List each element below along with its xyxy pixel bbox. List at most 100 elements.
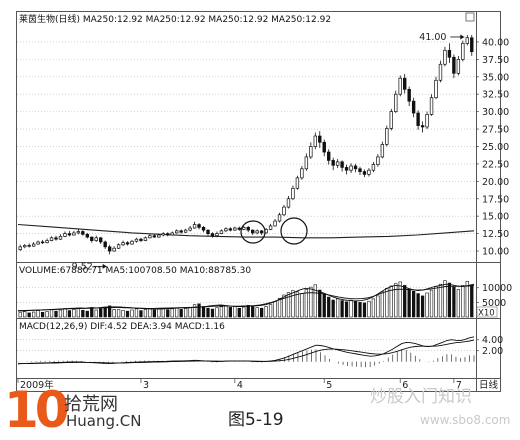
volume-bar bbox=[152, 309, 156, 318]
candle bbox=[94, 237, 98, 241]
volume-bar bbox=[103, 306, 107, 318]
candle bbox=[130, 240, 134, 245]
candle bbox=[72, 232, 76, 236]
volume-bar bbox=[420, 295, 425, 318]
candle bbox=[246, 226, 250, 231]
volume-bar bbox=[242, 306, 246, 318]
candle bbox=[76, 231, 81, 234]
volume-bar bbox=[336, 298, 340, 318]
candle bbox=[63, 233, 67, 237]
volume-bar bbox=[371, 298, 376, 318]
y-tick-label: 27.50 bbox=[482, 125, 509, 136]
x-axis-labels: 2009年 3 4 5 6 7 bbox=[17, 379, 462, 391]
volume-bar bbox=[237, 307, 241, 318]
volume-bar bbox=[170, 308, 174, 318]
y-axis-ticks: 10.00 12.50 15.00 17.50 20.00 22.50 25.00 27.50… bbox=[476, 37, 512, 357]
volume-bar bbox=[260, 307, 264, 318]
candle bbox=[398, 77, 402, 95]
candle bbox=[175, 230, 179, 234]
highlight-circle-2 bbox=[280, 217, 308, 245]
volume-bar bbox=[166, 309, 170, 318]
volume-bar bbox=[63, 308, 67, 318]
volume-bar bbox=[443, 280, 447, 318]
x-tick-label: 7 bbox=[456, 380, 462, 391]
volume-bar bbox=[210, 308, 215, 318]
volume-bar bbox=[45, 311, 49, 318]
candle bbox=[139, 238, 143, 241]
candle bbox=[429, 97, 434, 115]
volume-bar bbox=[286, 292, 291, 318]
volume-bar bbox=[54, 310, 58, 318]
volume-bar bbox=[452, 286, 456, 318]
candle bbox=[349, 165, 353, 171]
candle bbox=[286, 198, 291, 208]
candle bbox=[282, 206, 286, 216]
volume-bar bbox=[161, 307, 165, 318]
volume-bar bbox=[327, 296, 331, 318]
volume-bar bbox=[40, 312, 45, 318]
candle bbox=[327, 151, 331, 161]
candle bbox=[268, 225, 273, 230]
watermark-url: www.sbo8.com bbox=[420, 413, 511, 427]
annotation-arrowhead bbox=[102, 263, 107, 269]
volume-bar bbox=[447, 282, 452, 318]
price-header: 莱茵生物(日线) MA250:12.92 MA250:12.92 MA250:1… bbox=[19, 13, 331, 25]
y-tick-label: 15.00 bbox=[482, 212, 509, 223]
candle bbox=[183, 229, 188, 233]
volume-bar bbox=[340, 300, 344, 318]
candle bbox=[54, 237, 58, 240]
volume-bar bbox=[175, 307, 179, 318]
volume-bar bbox=[470, 284, 474, 318]
candle bbox=[121, 242, 125, 246]
candle bbox=[67, 233, 72, 236]
candle bbox=[277, 214, 282, 222]
volume-bar bbox=[407, 288, 411, 318]
volume-bar bbox=[304, 289, 308, 318]
volume-bar bbox=[398, 281, 402, 318]
candle bbox=[134, 238, 139, 242]
y-tick-label: 10.00 bbox=[482, 247, 509, 258]
volume-bar bbox=[58, 309, 63, 318]
y-tick-label: 20.00 bbox=[482, 177, 509, 188]
volume-bar bbox=[465, 280, 469, 318]
volume-bar bbox=[277, 297, 282, 318]
candle bbox=[389, 111, 393, 129]
candle bbox=[371, 164, 376, 171]
volume-bar bbox=[268, 304, 273, 318]
candle bbox=[157, 234, 161, 238]
volume-bar bbox=[81, 309, 85, 318]
candle bbox=[237, 227, 241, 230]
candle bbox=[456, 59, 461, 74]
volume-bar bbox=[67, 310, 72, 318]
candle bbox=[251, 229, 255, 234]
volume-bar bbox=[362, 302, 367, 318]
candle bbox=[304, 156, 309, 170]
volume-bar bbox=[224, 305, 228, 318]
volume-bar bbox=[416, 293, 420, 318]
x-tick-label: 3 bbox=[143, 380, 149, 391]
candle bbox=[215, 233, 219, 237]
volume-bar bbox=[313, 284, 317, 318]
candle bbox=[31, 243, 36, 247]
annotation-label: 9.52 bbox=[72, 261, 93, 272]
candle bbox=[407, 88, 411, 102]
y-tick-label: 4.00 bbox=[482, 335, 503, 346]
volume-bar bbox=[157, 308, 161, 318]
y-tick-label: 40.00 bbox=[482, 37, 509, 48]
candle bbox=[362, 171, 367, 175]
candle bbox=[465, 37, 469, 44]
annotation-label: 41.00 bbox=[419, 32, 446, 43]
volume-bar bbox=[461, 285, 465, 318]
corner-button[interactable] bbox=[465, 12, 475, 22]
volume-bar bbox=[394, 283, 398, 318]
y-tick-label: 22.50 bbox=[482, 159, 509, 170]
volume-header: VOLUME:67880.71 MA5:100708.50 MA10:88785… bbox=[19, 266, 251, 276]
volume-bar bbox=[197, 303, 201, 318]
volume-bars bbox=[17, 280, 475, 318]
candle bbox=[295, 177, 300, 189]
candle bbox=[358, 168, 362, 172]
volume-bar bbox=[344, 301, 349, 318]
volume-bar bbox=[434, 286, 438, 318]
volume-bar bbox=[148, 308, 152, 318]
candle bbox=[416, 112, 420, 126]
